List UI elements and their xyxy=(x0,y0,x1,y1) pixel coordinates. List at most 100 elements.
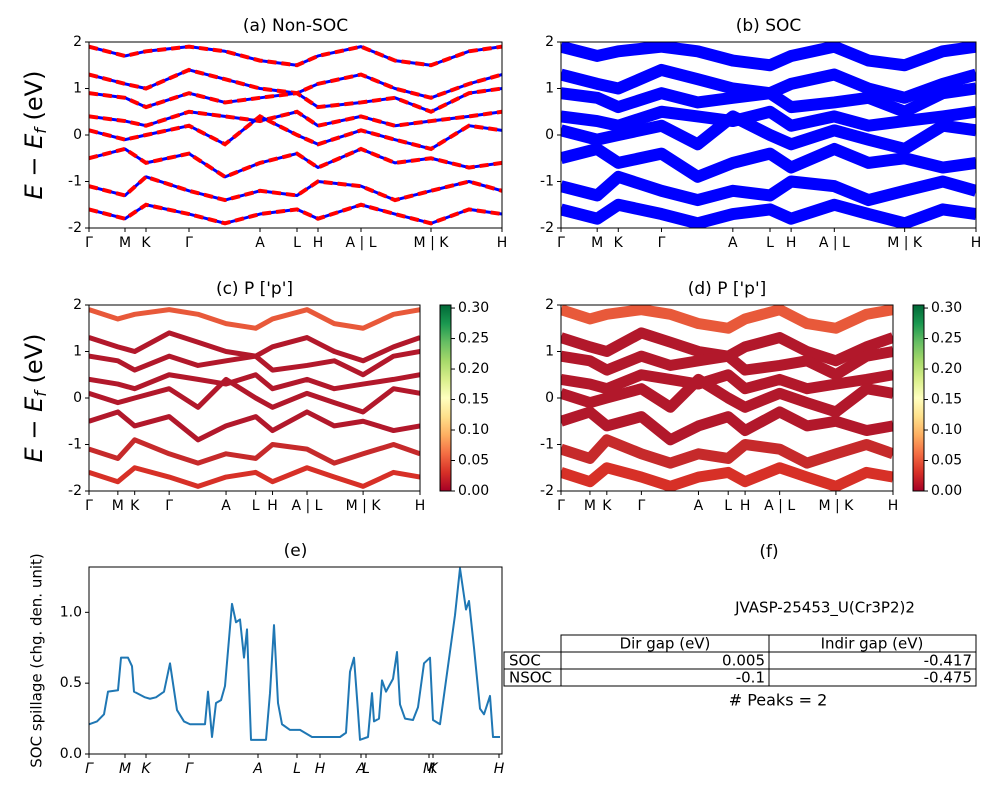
panel-title: (f) xyxy=(759,542,778,562)
y-tick-label: 1 xyxy=(545,81,554,97)
band-line-overlay xyxy=(89,44,502,68)
y-axis-label: SOC spillage (chg. den. unit) xyxy=(28,553,46,768)
x-tick-label: Γ xyxy=(658,235,666,251)
x-tick-label: M xyxy=(584,498,596,514)
x-tick-label: Γ xyxy=(557,498,565,514)
band-line xyxy=(89,409,420,443)
band-line-overlay xyxy=(89,146,502,180)
x-tick-label: K xyxy=(141,235,151,251)
chart-title: (c) P ['p'] xyxy=(216,279,293,299)
x-tick-label: H xyxy=(494,761,505,777)
band-line xyxy=(89,349,420,378)
x-tick-label: M xyxy=(119,235,131,251)
x-tick-label: Γ xyxy=(637,498,645,514)
band-line-overlay xyxy=(89,114,502,152)
plot-area xyxy=(89,567,500,741)
band-line xyxy=(561,198,976,228)
y-tick-label: 1 xyxy=(73,344,82,360)
band-line xyxy=(89,147,502,179)
band-line xyxy=(561,105,976,132)
band-line xyxy=(561,462,893,491)
y-tick-label: 1.0 xyxy=(60,604,82,620)
band-line xyxy=(561,346,893,381)
table-header: Dir gap (eV) xyxy=(620,635,711,653)
y-tick-label: -1 xyxy=(68,437,82,453)
x-tick-label: M xyxy=(119,761,131,777)
y-label-unit: (eV) xyxy=(20,334,48,392)
y-tick-label: -2 xyxy=(540,483,554,499)
peaks-note: # Peaks = 2 xyxy=(729,691,828,710)
plot-area xyxy=(561,305,893,491)
x-tick-label: Γ xyxy=(85,498,93,514)
x-tick-label: L xyxy=(252,498,260,514)
colorbar-tick-label: 0.00 xyxy=(931,483,962,499)
y-tick-label: 0 xyxy=(545,127,554,143)
table-cell: 0.005 xyxy=(722,652,765,670)
plot-area xyxy=(89,44,502,226)
x-tick-label: A xyxy=(255,235,265,251)
y-label-part: E − E xyxy=(20,133,48,200)
y-tick-label: 1 xyxy=(545,344,554,360)
x-tick-label: L xyxy=(293,761,301,777)
band-line xyxy=(89,567,500,741)
table-header: Indir gap (eV) xyxy=(821,635,924,653)
chart-title: (a) Non-SOC xyxy=(243,16,348,36)
y-tick-label: -2 xyxy=(68,483,82,499)
y-tick-label: -2 xyxy=(68,220,82,236)
chart-title: (b) SOC xyxy=(736,16,802,36)
x-tick-label: L xyxy=(362,761,370,777)
x-tick-label: H xyxy=(888,498,899,514)
plot-area xyxy=(561,42,976,228)
y-axis-label: E − Ef (eV) xyxy=(20,334,50,463)
x-tick-label: A xyxy=(694,498,704,514)
chart-title: (d) P ['p'] xyxy=(688,279,767,299)
band-line xyxy=(89,372,420,392)
colorbar-tick-label: 0.10 xyxy=(931,422,962,438)
x-tick-label: H xyxy=(267,498,278,514)
colorbar-tick-label: 0.25 xyxy=(458,331,489,347)
x-tick-label: M | K xyxy=(818,498,854,514)
plot-area xyxy=(89,307,420,489)
x-tick-label: M | K xyxy=(346,498,382,514)
band-line xyxy=(561,373,893,418)
band-line xyxy=(561,42,976,72)
x-tick-label: L xyxy=(293,235,301,251)
x-tick-label: K xyxy=(614,235,624,251)
x-tick-label: A | L xyxy=(346,235,377,251)
band-line xyxy=(561,142,976,183)
x-tick-label: M | K xyxy=(887,235,923,251)
x-tick-label: A xyxy=(221,498,231,514)
band-line xyxy=(561,82,976,118)
band-line xyxy=(561,110,976,155)
y-tick-label: -1 xyxy=(540,174,554,190)
y-tick-label: -2 xyxy=(540,220,554,236)
x-tick-label: K xyxy=(141,761,152,777)
y-tick-label: 1 xyxy=(73,81,82,97)
x-tick-label: K xyxy=(428,761,439,777)
x-tick-label: A | L xyxy=(764,498,795,514)
x-tick-label: A xyxy=(728,235,738,251)
y-tick-label: 0.0 xyxy=(60,746,82,762)
axes-frame xyxy=(88,566,503,755)
y-tick-label: 0 xyxy=(73,390,82,406)
y-label-sub: f xyxy=(31,126,50,134)
band-line-overlay xyxy=(89,109,502,128)
colorbar xyxy=(912,304,925,492)
x-tick-label: Γ xyxy=(185,235,193,251)
band-line xyxy=(561,406,893,446)
chart-title: (e) xyxy=(284,541,308,561)
colorbar-tick-label: 0.15 xyxy=(458,392,489,408)
x-tick-label: H xyxy=(740,498,751,514)
colorbar-tick-label: 0.25 xyxy=(931,331,962,347)
x-tick-label: H xyxy=(313,235,324,251)
table-cell: SOC xyxy=(509,652,541,670)
x-tick-label: A xyxy=(355,761,366,777)
band-line xyxy=(561,170,976,207)
x-tick-label: L xyxy=(724,498,732,514)
table-cell: -0.417 xyxy=(924,652,972,670)
x-tick-label: K xyxy=(130,498,140,514)
x-tick-label: M xyxy=(112,498,124,514)
y-tick-label: 0.5 xyxy=(60,675,82,691)
x-tick-label: H xyxy=(415,498,426,514)
